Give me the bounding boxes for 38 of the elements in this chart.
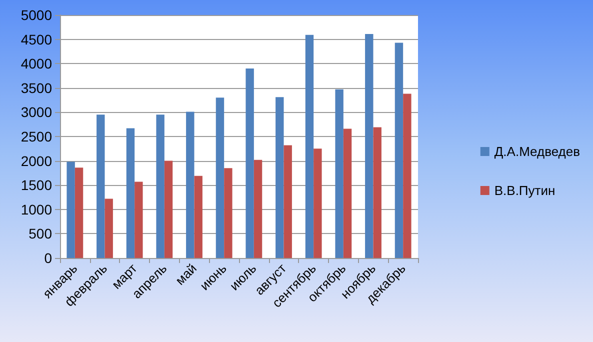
bar [96, 114, 105, 258]
bar [104, 198, 113, 258]
y-tick-label: 2500 [20, 128, 52, 144]
bar [156, 114, 164, 258]
y-tick-label: 0 [44, 250, 52, 266]
bar [305, 34, 314, 258]
y-tick-label: 4000 [20, 56, 52, 72]
bar [186, 112, 194, 258]
legend-label: Д.А.Медведев [494, 144, 580, 159]
bar [343, 128, 352, 258]
bar [276, 97, 284, 258]
y-tick-label: 5000 [20, 7, 52, 23]
bar [365, 34, 374, 258]
y-tick-label: 1500 [20, 177, 52, 194]
bar [164, 160, 173, 258]
bar [403, 94, 412, 258]
bar [284, 145, 292, 258]
bar [246, 68, 254, 258]
y-tick-label: 4500 [20, 31, 52, 48]
x-tick-label: май [172, 260, 200, 288]
bar [394, 42, 404, 258]
y-tick-label: 1000 [20, 201, 52, 218]
bar [373, 127, 382, 258]
bar [335, 89, 344, 258]
bar [254, 160, 262, 258]
y-tick-label: 2000 [20, 152, 52, 169]
bar [74, 168, 84, 258]
bar [314, 148, 322, 258]
bar [194, 176, 202, 258]
y-tick-label: 3000 [20, 104, 52, 120]
legend-label: В.В.Путин [494, 183, 556, 198]
y-tick-label: 500 [28, 226, 52, 242]
bar [126, 128, 135, 258]
bar [134, 182, 143, 258]
bar [66, 162, 75, 258]
y-tick-label: 3500 [20, 80, 52, 96]
bar [216, 98, 224, 258]
bar [224, 168, 232, 258]
